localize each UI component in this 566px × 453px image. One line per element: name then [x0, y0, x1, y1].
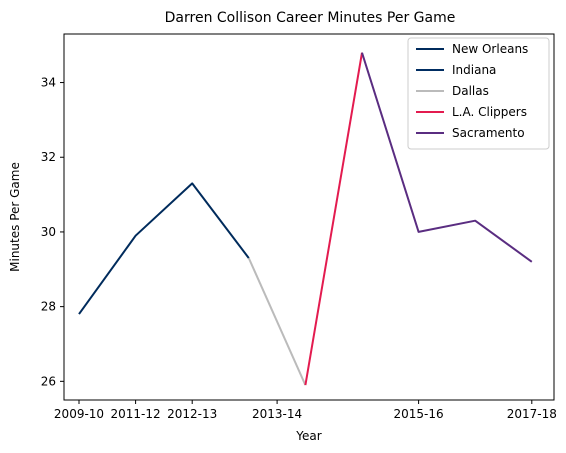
legend-label: Indiana [452, 63, 496, 77]
y-tick-label: 28 [41, 300, 56, 314]
series-line-l-a-clippers [304, 52, 363, 386]
legend: New Orleans Indiana Dallas L.A. Clippers Sac… [407, 37, 550, 150]
x-tick-label: 2013-14 [252, 407, 302, 421]
x-tick-label: 2012-13 [167, 407, 217, 421]
x-axis-label: Year [295, 429, 321, 443]
legend-label: Sacramento [452, 126, 525, 140]
legend-label: New Orleans [452, 42, 528, 56]
y-tick-label: 34 [41, 76, 56, 90]
y-tick-label: 32 [41, 150, 56, 164]
series-line-dallas [247, 257, 307, 386]
y-axis: 26 28 30 32 34 [41, 76, 64, 388]
x-tick-label: 2009-10 [54, 407, 104, 421]
plot-frame [63, 33, 555, 401]
series-line-sacramento [361, 52, 533, 263]
y-tick-label: 26 [41, 374, 56, 388]
series-line-new-orleans [78, 182, 250, 315]
x-tick-label: 2017-18 [507, 407, 557, 421]
x-axis: 2009-10 2011-12 2012-13 2013-14 2015-16 2017-… [54, 400, 557, 421]
y-axis-label: Minutes Per Game [8, 162, 22, 272]
x-tick-label: 2011-12 [111, 407, 161, 421]
legend-box [407, 37, 550, 150]
y-tick-label: 30 [41, 225, 56, 239]
series-layer [78, 52, 533, 386]
chart-title: Darren Collison Career Minutes Per Game [165, 10, 456, 26]
legend-label: L.A. Clippers [452, 105, 527, 119]
legend-label: Dallas [452, 84, 489, 98]
x-tick-label: 2015-16 [394, 407, 444, 421]
